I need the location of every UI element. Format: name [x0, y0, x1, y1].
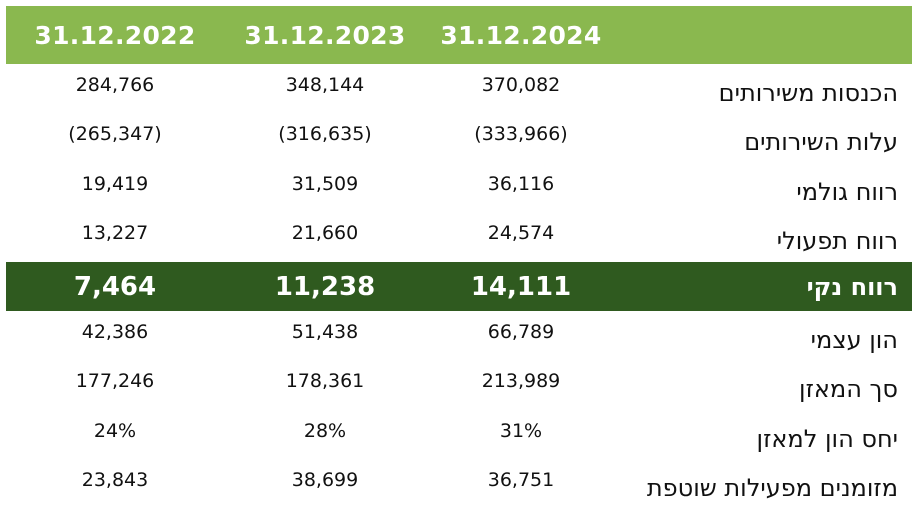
- row-label: סך המאזן: [799, 375, 898, 404]
- year-header-2023: 31.12.2023: [244, 20, 406, 50]
- row-label: רווח תפעולי: [776, 227, 898, 256]
- value-2022: 23,843: [81, 469, 149, 492]
- value-2023: (316,635): [278, 123, 372, 146]
- value-2023: 348,144: [285, 73, 365, 96]
- value-2024: 24,574: [487, 222, 555, 245]
- value-2022: 13,227: [81, 222, 149, 245]
- value-2024: 66,789: [487, 320, 555, 343]
- table-row-gross-profit: 19,419 31,509 36,116 רווח גולמי: [6, 163, 912, 213]
- table-row-cost-of-services: (265,347) (316,635) (333,966) עלות השירו…: [6, 114, 912, 164]
- value-2023: 51,438: [291, 320, 359, 343]
- value-2023: 38,699: [291, 469, 359, 492]
- value-2024: 36,116: [487, 172, 555, 195]
- value-2024: 14,111: [470, 271, 572, 302]
- value-2023: 31,509: [291, 172, 359, 195]
- value-2022: (265,347): [68, 123, 162, 146]
- value-2022: 19,419: [81, 172, 149, 195]
- row-label: מזומנים מפעילות שוטפת: [646, 474, 898, 503]
- value-2024: 370,082: [481, 73, 561, 96]
- row-label: עלות השירותים: [744, 128, 898, 157]
- table-row-total-balance: 177,246 178,361 213,989 סך המאזן: [6, 361, 912, 411]
- row-label: רווח נקי: [806, 272, 898, 301]
- table-row-operating-profit: 13,227 21,660 24,574 רווח תפעולי: [6, 213, 912, 263]
- year-header-2024: 31.12.2024: [440, 20, 602, 50]
- row-label: הכנסות משירותים: [718, 78, 898, 107]
- value-2022: 177,246: [75, 370, 155, 393]
- value-2024: 36,751: [487, 469, 555, 492]
- table-row-equity-ratio: 24% 28% 31% יחס הון למאזן: [6, 410, 912, 460]
- value-2024: (333,966): [474, 123, 568, 146]
- value-2022: 24%: [93, 419, 137, 442]
- row-label: הון עצמי: [810, 325, 898, 354]
- value-2023: 28%: [303, 419, 347, 442]
- value-2023: 178,361: [285, 370, 365, 393]
- row-label: רווח גולמי: [796, 177, 898, 206]
- row-label: יחס הון למאזן: [756, 424, 898, 453]
- value-2022: 7,464: [73, 271, 157, 302]
- table-row-net-profit: 7,464 11,238 14,111 רווח נקי: [6, 262, 912, 311]
- table-header: 31.12.2022 31.12.2023 31.12.2024: [6, 6, 912, 64]
- year-header-2022: 31.12.2022: [34, 20, 196, 50]
- table-row-equity: 42,386 51,438 66,789 הון עצמי: [6, 311, 912, 361]
- value-2022: 284,766: [75, 73, 155, 96]
- value-2024: 213,989: [481, 370, 561, 393]
- financial-table: 31.12.2022 31.12.2023 31.12.2024 284,766…: [6, 6, 912, 509]
- value-2022: 42,386: [81, 320, 149, 343]
- value-2023: 21,660: [291, 222, 359, 245]
- value-2024: 31%: [499, 419, 543, 442]
- table-row-operating-cash: 23,843 38,699 36,751 מזומנים מפעילות שוט…: [6, 460, 912, 510]
- value-2023: 11,238: [274, 271, 376, 302]
- table-row-revenue: 284,766 348,144 370,082 הכנסות משירותים: [6, 64, 912, 114]
